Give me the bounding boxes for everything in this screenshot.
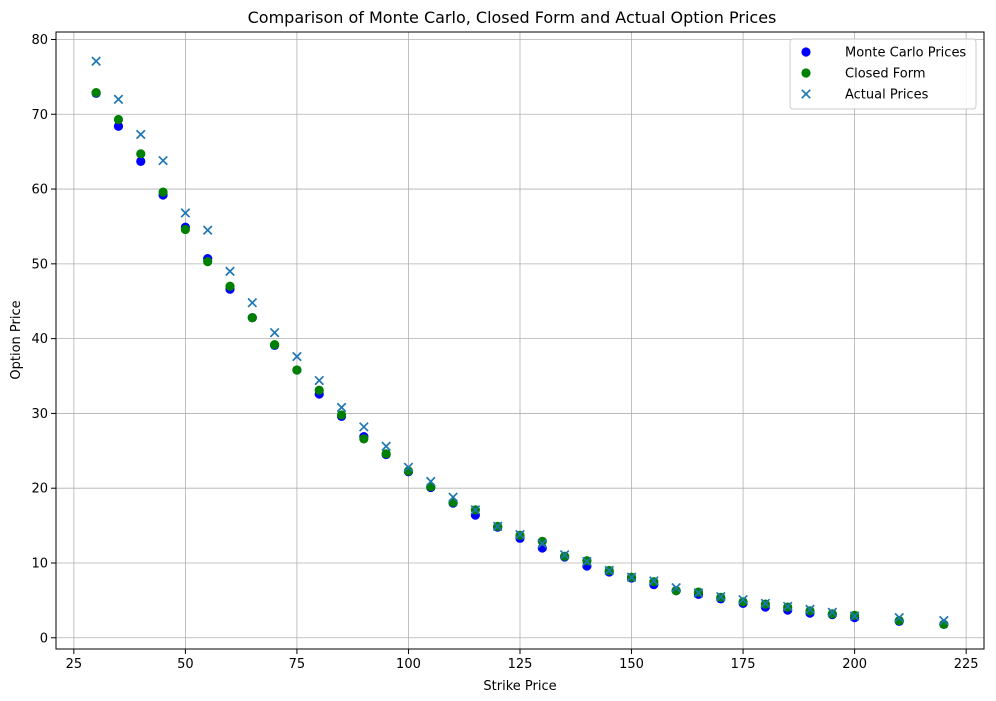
x-marker — [448, 492, 458, 502]
circle-marker — [292, 365, 302, 375]
circle-marker — [560, 551, 570, 561]
x-tick-label: 125 — [508, 657, 533, 672]
x-marker — [559, 549, 570, 560]
circle-marker — [136, 149, 146, 159]
circle-marker — [180, 224, 190, 235]
x-marker — [693, 588, 704, 598]
y-tick-label: 70 — [31, 108, 48, 123]
x-marker — [113, 94, 124, 105]
data-points — [91, 56, 949, 629]
legend-marker — [801, 89, 811, 99]
x-marker — [470, 505, 481, 515]
x-marker — [738, 594, 748, 605]
x-marker — [225, 266, 235, 277]
x-marker — [604, 565, 615, 576]
x-axis-ticks: 25 50 75 100 125 150 175 200 225 — [66, 649, 979, 672]
circle-marker — [827, 609, 837, 619]
x-marker — [314, 375, 325, 386]
legend-label: Actual Prices — [845, 88, 929, 103]
circle-marker — [359, 434, 369, 444]
circle-marker — [158, 187, 168, 197]
legend-label: Closed Form — [845, 67, 926, 82]
x-marker — [715, 591, 726, 602]
x-marker — [135, 129, 146, 140]
grid-lines — [56, 32, 984, 649]
y-tick-label: 40 — [31, 332, 48, 347]
y-axis-ticks: 0 10 20 30 40 50 60 70 80 — [31, 33, 56, 646]
circle-marker — [314, 385, 324, 395]
circle-marker — [247, 313, 257, 323]
circle-marker — [336, 410, 347, 420]
x-marker — [626, 572, 637, 583]
x-marker — [782, 601, 793, 612]
x-tick-label: 175 — [731, 657, 756, 672]
x-tick-label: 150 — [619, 657, 644, 672]
circle-marker — [738, 597, 748, 607]
circle-marker — [671, 586, 681, 596]
x-marker — [849, 611, 860, 621]
circle-marker — [270, 340, 280, 350]
series-2 — [91, 56, 949, 626]
x-marker — [292, 351, 302, 362]
circle-marker — [225, 281, 235, 291]
circle-marker — [91, 87, 101, 98]
legend-marker — [801, 68, 811, 78]
circle-marker — [136, 156, 146, 166]
circle-marker — [448, 497, 458, 508]
circle-marker — [894, 615, 904, 626]
x-tick-label: 200 — [842, 657, 867, 672]
circle-marker — [113, 121, 124, 131]
y-axis-label: Option Price — [9, 300, 24, 379]
x-marker — [492, 521, 503, 532]
x-marker — [247, 297, 258, 308]
x-tick-label: 75 — [289, 657, 306, 672]
y-tick-label: 30 — [31, 407, 48, 422]
legend-marker — [801, 47, 811, 57]
x-marker — [180, 208, 191, 218]
legend-label: Monte Carlo Prices — [845, 46, 966, 61]
circle-marker — [426, 482, 436, 492]
x-tick-label: 100 — [396, 657, 421, 672]
x-marker — [425, 476, 436, 487]
x-marker — [158, 155, 168, 166]
x-marker — [336, 402, 347, 413]
x-marker — [671, 582, 681, 593]
chart-title: Comparison of Monte Carlo, Closed Form a… — [248, 8, 777, 27]
x-marker — [805, 604, 815, 615]
x-marker — [760, 598, 771, 609]
x-marker — [359, 422, 369, 432]
circle-marker — [537, 536, 547, 546]
x-marker — [381, 441, 391, 452]
y-tick-label: 20 — [31, 482, 48, 497]
x-marker — [537, 538, 548, 549]
x-marker — [582, 556, 592, 567]
x-marker — [269, 327, 280, 338]
x-marker — [403, 462, 414, 473]
circle-marker — [805, 606, 815, 616]
x-tick-label: 25 — [66, 657, 83, 672]
circle-marker — [203, 256, 213, 267]
y-tick-label: 10 — [31, 556, 48, 571]
x-tick-label: 225 — [954, 657, 979, 672]
y-tick-label: 60 — [31, 183, 48, 198]
circle-marker — [113, 114, 124, 125]
x-axis-label: Strike Price — [483, 679, 556, 694]
x-marker — [649, 576, 659, 586]
y-tick-label: 0 — [40, 631, 48, 646]
x-marker — [91, 56, 101, 66]
x-marker — [894, 612, 905, 623]
x-marker — [939, 615, 949, 626]
y-tick-label: 50 — [31, 257, 48, 272]
x-marker — [515, 529, 525, 540]
y-tick-label: 80 — [31, 33, 48, 48]
legend-frame — [789, 38, 977, 110]
legend: Monte Carlo Prices Closed Form Actual Pric… — [789, 38, 977, 110]
circle-marker — [381, 449, 391, 459]
x-tick-label: 50 — [177, 657, 194, 672]
x-marker — [827, 607, 838, 618]
x-marker — [202, 225, 213, 235]
